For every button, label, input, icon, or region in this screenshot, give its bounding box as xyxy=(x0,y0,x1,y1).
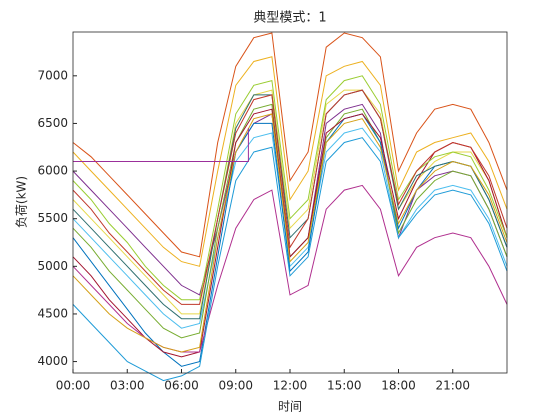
series-line xyxy=(72,89,508,320)
series-line xyxy=(72,127,508,329)
series-line xyxy=(72,56,508,267)
series-line xyxy=(72,75,508,301)
x-tick-label: 00:00 xyxy=(56,379,91,393)
plot-area xyxy=(72,32,508,382)
y-tick-label: 6500 xyxy=(37,116,68,130)
y-axis-label: 负荷(kW) xyxy=(15,176,29,228)
x-tick-label: 21:00 xyxy=(435,379,470,393)
chart-title: 典型模式：1 xyxy=(253,11,326,26)
x-tick-label: 09:00 xyxy=(218,379,253,393)
x-axis-label: 时间 xyxy=(278,400,302,414)
y-tick-label: 7000 xyxy=(37,68,68,82)
series-line xyxy=(72,137,508,382)
x-tick-label: 03:00 xyxy=(110,379,145,393)
series-line xyxy=(72,32,508,258)
series-line xyxy=(73,128,249,162)
y-tick-label: 5500 xyxy=(37,211,68,225)
series-line xyxy=(72,113,508,353)
x-tick-label: 06:00 xyxy=(164,379,199,393)
x-tick-label: 12:00 xyxy=(273,379,308,393)
y-tick-label: 6000 xyxy=(37,164,68,178)
x-tick-label: 18:00 xyxy=(381,379,416,393)
y-tick-label: 4000 xyxy=(37,354,68,368)
y-tick-label: 5000 xyxy=(37,259,68,273)
series-line xyxy=(72,89,508,305)
y-tick-label: 4500 xyxy=(37,306,68,320)
x-tick-label: 15:00 xyxy=(327,379,362,393)
series-line xyxy=(72,89,508,315)
